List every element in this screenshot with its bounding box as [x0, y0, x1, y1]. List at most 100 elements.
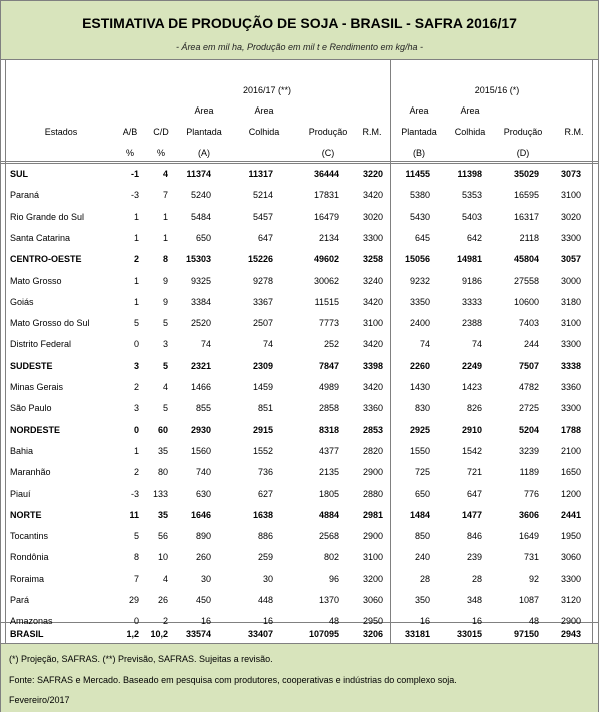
cell-rm1: 3420 — [362, 382, 383, 392]
cell-rm2: 3060 — [560, 552, 581, 563]
cell-ab: 1 — [133, 445, 139, 456]
cell-ab: 11 — [129, 509, 139, 520]
cell-cd: 133 — [152, 488, 168, 499]
state-name: Rio Grande do Sul — [10, 211, 85, 222]
cell-pr1: 252 — [323, 339, 339, 350]
cell-rm2: 3020 — [560, 211, 581, 222]
cell-rm2: 1950 — [560, 531, 581, 542]
header-area-top: Área — [254, 106, 274, 116]
cell-p1: 450 — [195, 595, 211, 605]
report-subtitle: - Área em mil ha, Produção em mil t e Re… — [175, 42, 424, 52]
cell-rm1: 3200 — [362, 573, 383, 584]
cell-pr1: 2858 — [318, 403, 339, 414]
cell-c2: 9186 — [461, 275, 482, 286]
cell-rm1: 3420 — [362, 296, 383, 307]
cell-pr2: 10600 — [513, 296, 539, 307]
cell-p2: 3350 — [409, 296, 430, 307]
state-name: SUDESTE — [10, 360, 53, 371]
cell-ab: 0 — [133, 424, 139, 435]
cell-c1: 2507 — [252, 318, 273, 329]
cell-p2: 830 — [414, 403, 430, 414]
cell-p1: 1560 — [190, 445, 211, 456]
cell-c2: 1423 — [461, 382, 482, 392]
cell-p1: 740 — [195, 467, 211, 478]
cell-p1: 1646 — [190, 509, 211, 520]
header-area-top: Área — [409, 106, 429, 116]
cell-rm1: 2853 — [362, 424, 383, 435]
cell-p1: 5484 — [190, 211, 211, 222]
cell-pr1: 802 — [323, 552, 339, 563]
header-estados: Estados — [44, 127, 78, 137]
cell-p2: 28 — [419, 573, 430, 584]
state-name: Bahia — [10, 445, 34, 456]
cell-c1: 5214 — [252, 190, 273, 201]
cell-p2: 74 — [419, 339, 430, 350]
cell-rm2: 3100 — [560, 190, 581, 201]
cell-ab: 1,2 — [126, 629, 139, 639]
header-a: (A) — [198, 148, 210, 158]
cell-p2: 2925 — [409, 424, 430, 435]
cell-c2: 28 — [471, 573, 482, 584]
cell-c2: 846 — [466, 531, 482, 542]
cell-pr2: 1189 — [519, 467, 539, 478]
state-name: NORTE — [10, 509, 42, 520]
header-producao: Produção — [503, 127, 543, 137]
cell-rm2: 2943 — [560, 629, 581, 639]
cell-ab: -3 — [130, 190, 139, 201]
cell-pr1: 1805 — [318, 488, 339, 499]
cell-rm2: 3000 — [560, 275, 581, 286]
cell-rm2: 3300 — [560, 232, 581, 243]
cell-c1: 1552 — [252, 445, 273, 456]
cell-ab: -3 — [130, 488, 139, 499]
cell-rm2: 2100 — [560, 445, 581, 456]
cell-p1: 5240 — [190, 190, 211, 201]
cell-c1: 448 — [257, 595, 273, 605]
cell-cd: 9 — [162, 296, 168, 307]
cell-cd: 35 — [157, 445, 168, 456]
state-name: Piauí — [10, 488, 31, 499]
cell-rm1: 3420 — [362, 339, 383, 350]
cell-p1: 650 — [195, 232, 211, 243]
state-name: Santa Catarina — [10, 232, 71, 243]
cell-pr2: 27558 — [513, 275, 539, 286]
cell-ab: 2 — [133, 254, 139, 265]
cell-c1: 2309 — [252, 360, 273, 371]
cell-pr1: 1370 — [318, 595, 339, 605]
cell-p2: 33181 — [404, 629, 430, 639]
cell-c1: 736 — [257, 467, 273, 478]
cell-rm2: 3100 — [560, 318, 581, 329]
cell-pr2: 45804 — [513, 254, 539, 265]
cell-rm1: 2880 — [362, 488, 383, 499]
cell-p2: 1484 — [409, 509, 430, 520]
cell-pr2: 1649 — [518, 531, 539, 542]
cell-cd: 80 — [157, 467, 168, 478]
cell-c1: 3367 — [252, 296, 273, 307]
cell-p1: 2321 — [190, 360, 211, 371]
cell-c2: 33015 — [456, 629, 482, 639]
cell-pr1: 7773 — [318, 318, 339, 329]
cell-c2: 642 — [466, 232, 482, 243]
state-name: Paraná — [10, 190, 40, 201]
cell-pr1: 8318 — [318, 424, 339, 435]
cell-p1: 30 — [200, 573, 211, 584]
cell-c1: 15226 — [247, 254, 273, 265]
cell-pr2: 3239 — [518, 445, 539, 456]
cell-ab: 5 — [133, 318, 139, 329]
cell-p1: 16 — [200, 616, 211, 627]
cell-rm2: 3300 — [560, 339, 581, 350]
cell-pr2: 1087 — [518, 595, 539, 605]
state-name: SUL — [10, 169, 28, 179]
cell-p1: 11374 — [186, 169, 211, 179]
cell-cd: 7 — [162, 190, 168, 201]
cell-c1: 16 — [262, 616, 273, 627]
state-name: Goiás — [10, 296, 34, 307]
cell-pr2: 35029 — [513, 169, 539, 179]
cell-rm2: 3057 — [560, 254, 581, 265]
cell-rm1: 3100 — [362, 552, 383, 563]
cell-rm1: 2950 — [362, 616, 383, 627]
cell-p2: 9232 — [409, 275, 430, 286]
cell-pr2: 4782 — [518, 382, 539, 392]
cell-rm1: 2981 — [362, 509, 383, 520]
cell-c2: 348 — [466, 595, 482, 605]
cell-pr1: 4884 — [318, 509, 339, 520]
